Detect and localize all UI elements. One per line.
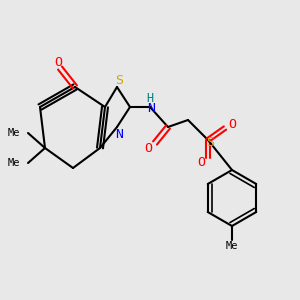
Text: Me: Me [226, 241, 238, 251]
Text: O: O [54, 56, 62, 70]
Text: Me: Me [8, 128, 20, 138]
Text: O: O [144, 142, 152, 154]
Text: H: H [146, 92, 154, 106]
Text: Me: Me [8, 158, 20, 168]
Text: N: N [147, 103, 155, 116]
Text: S: S [115, 74, 123, 88]
Text: O: O [197, 157, 205, 169]
Text: O: O [228, 118, 236, 131]
Text: S: S [206, 136, 214, 148]
Text: N: N [115, 128, 123, 140]
